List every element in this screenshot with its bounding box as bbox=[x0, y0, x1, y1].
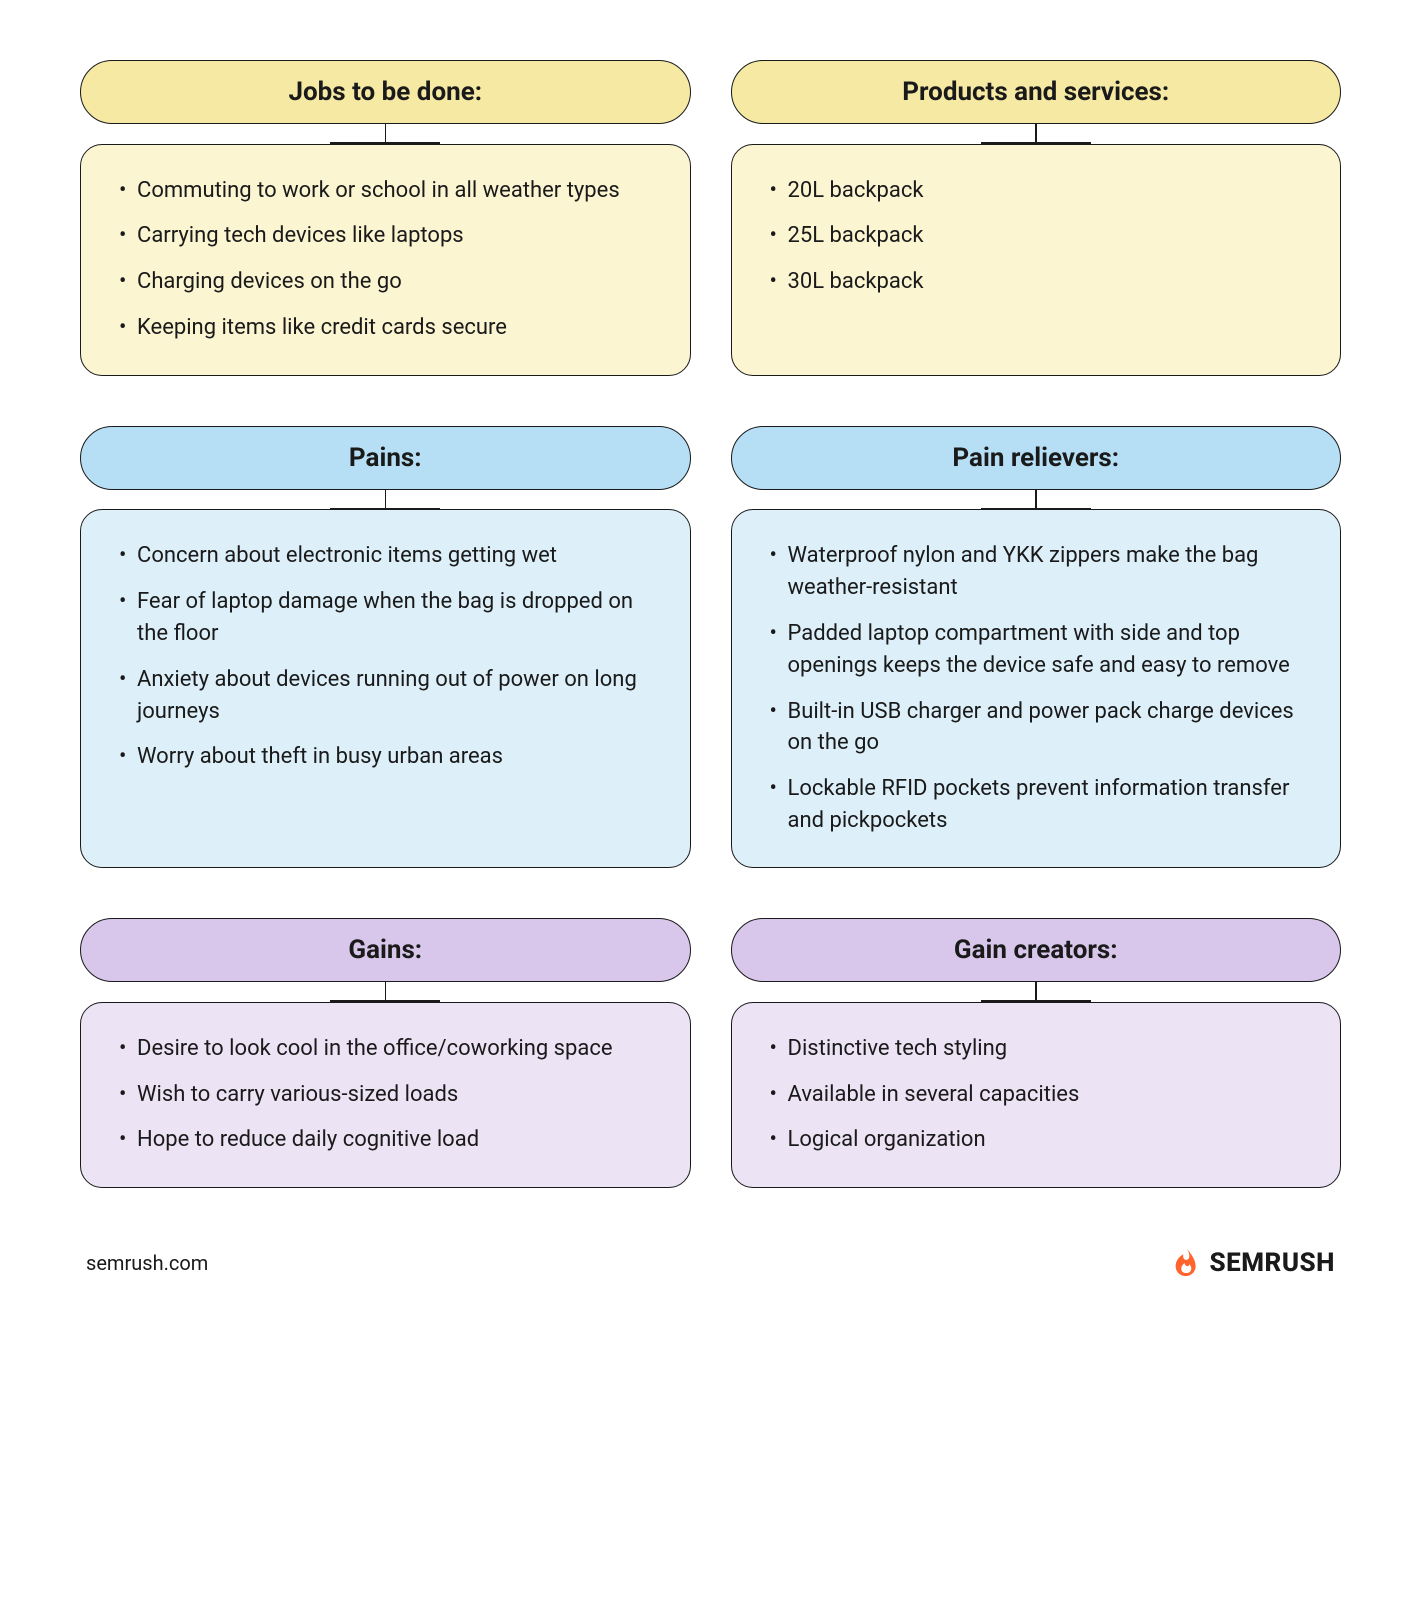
card-0-left: Jobs to be done: Commuting to work or sch… bbox=[80, 60, 691, 376]
connector-line bbox=[385, 982, 387, 1000]
list-item: Commuting to work or school in all weath… bbox=[115, 175, 656, 207]
card-list: Distinctive tech styling Available in sev… bbox=[766, 1033, 1307, 1157]
card-header: Jobs to be done: bbox=[80, 60, 691, 124]
fire-icon bbox=[1170, 1248, 1200, 1278]
list-item: Carrying tech devices like laptops bbox=[115, 220, 656, 252]
card-2-left: Gains: Desire to look cool in the office/… bbox=[80, 918, 691, 1188]
list-item: Wish to carry various-sized loads bbox=[115, 1079, 656, 1111]
list-item: Concern about electronic items getting w… bbox=[115, 540, 656, 572]
card-0-right: Products and services: 20L backpack 25L ba… bbox=[731, 60, 1342, 376]
brand-logo: SEMRUSH bbox=[1170, 1248, 1335, 1278]
connector-line bbox=[385, 490, 387, 508]
card-1-right: Pain relievers: Waterproof nylon and YKK … bbox=[731, 426, 1342, 869]
card-body: Desire to look cool in the office/cowork… bbox=[80, 1002, 691, 1188]
connector-line bbox=[1035, 490, 1037, 508]
list-item: Fear of laptop damage when the bag is dr… bbox=[115, 586, 656, 650]
card-list: Waterproof nylon and YKK zippers make th… bbox=[766, 540, 1307, 837]
list-item: 25L backpack bbox=[766, 220, 1307, 252]
card-list: Desire to look cool in the office/cowork… bbox=[115, 1033, 656, 1157]
card-header: Pain relievers: bbox=[731, 426, 1342, 490]
card-list: Concern about electronic items getting w… bbox=[115, 540, 656, 773]
list-item: Distinctive tech styling bbox=[766, 1033, 1307, 1065]
card-header: Pains: bbox=[80, 426, 691, 490]
list-item: 20L backpack bbox=[766, 175, 1307, 207]
card-list: Commuting to work or school in all weath… bbox=[115, 175, 656, 345]
list-item: Charging devices on the go bbox=[115, 266, 656, 298]
list-item: Logical organization bbox=[766, 1124, 1307, 1156]
list-item: Worry about theft in busy urban areas bbox=[115, 741, 656, 773]
list-item: Available in several capacities bbox=[766, 1079, 1307, 1111]
list-item: Desire to look cool in the office/cowork… bbox=[115, 1033, 656, 1065]
card-header: Gain creators: bbox=[731, 918, 1342, 982]
list-item: Hope to reduce daily cognitive load bbox=[115, 1124, 656, 1156]
card-body: Commuting to work or school in all weath… bbox=[80, 144, 691, 376]
list-item: Keeping items like credit cards secure bbox=[115, 312, 656, 344]
list-item: Padded laptop compartment with side and … bbox=[766, 618, 1307, 682]
connector-line bbox=[1035, 982, 1037, 1000]
list-item: Waterproof nylon and YKK zippers make th… bbox=[766, 540, 1307, 604]
card-header: Products and services: bbox=[731, 60, 1342, 124]
list-item: Anxiety about devices running out of pow… bbox=[115, 664, 656, 728]
list-item: 30L backpack bbox=[766, 266, 1307, 298]
list-item: Built-in USB charger and power pack char… bbox=[766, 696, 1307, 760]
card-1-left: Pains: Concern about electronic items get… bbox=[80, 426, 691, 869]
card-body: 20L backpack 25L backpack 30L backpack bbox=[731, 144, 1342, 376]
card-header: Gains: bbox=[80, 918, 691, 982]
brand-text: SEMRUSH bbox=[1210, 1248, 1335, 1278]
footer: semrush.com SEMRUSH bbox=[80, 1248, 1341, 1278]
list-item: Lockable RFID pockets prevent informatio… bbox=[766, 773, 1307, 837]
footer-url: semrush.com bbox=[86, 1251, 208, 1275]
card-list: 20L backpack 25L backpack 30L backpack bbox=[766, 175, 1307, 299]
card-body: Distinctive tech styling Available in sev… bbox=[731, 1002, 1342, 1188]
card-body: Waterproof nylon and YKK zippers make th… bbox=[731, 509, 1342, 868]
connector-line bbox=[385, 124, 387, 142]
card-body: Concern about electronic items getting w… bbox=[80, 509, 691, 868]
connector-line bbox=[1035, 124, 1037, 142]
value-proposition-grid: Jobs to be done: Commuting to work or sch… bbox=[80, 60, 1341, 1188]
card-2-right: Gain creators: Distinctive tech styling Av… bbox=[731, 918, 1342, 1188]
